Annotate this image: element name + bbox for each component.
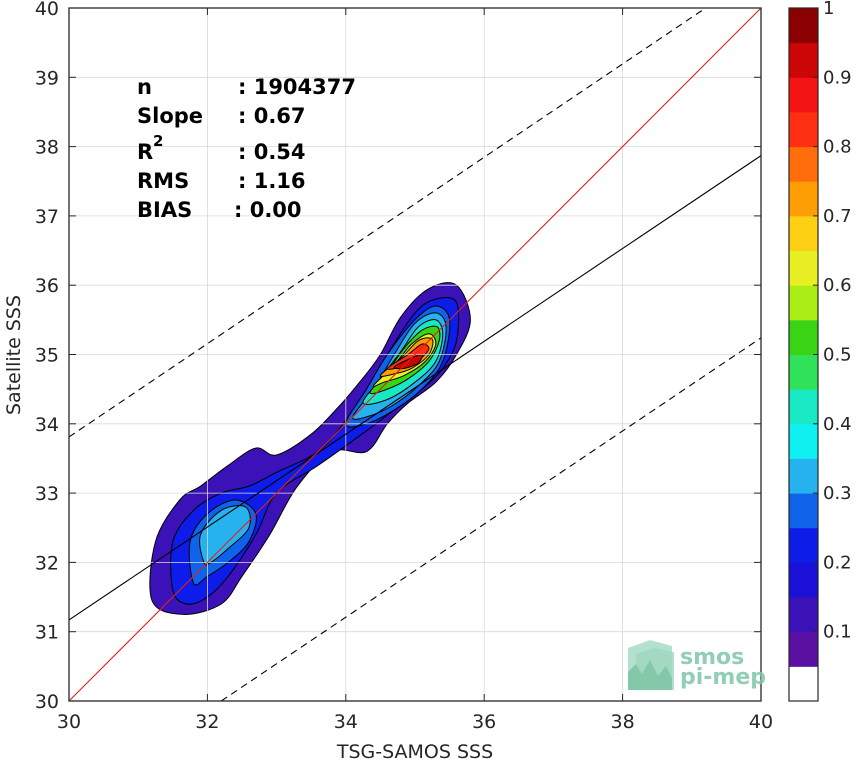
x-axis-label: TSG-SAMOS SSS: [336, 741, 493, 763]
lower-bound-dashed-line: [220, 337, 762, 702]
smos-pi-mep-logo-icon: [628, 640, 674, 690]
x-tick-label-1: 32: [195, 711, 219, 733]
colorbar-segment-0: [789, 666, 818, 702]
y-tick-label-6: 36: [35, 275, 59, 297]
y-tick-label-7: 37: [35, 206, 59, 228]
colorbar-segment-13: [789, 215, 818, 252]
axis-ticks: 30 32 34 36 38 40 30 31 32 33 34 35 36 37 38 39 40: [35, 0, 773, 733]
x-tick-label-0: 30: [57, 711, 81, 733]
stat-n-value: : 1904377: [238, 75, 356, 99]
colorbar-segment-15: [789, 146, 818, 182]
y-axis-label: Satellite SSS: [3, 295, 25, 415]
stat-rms-label: RMS: [137, 169, 189, 193]
colorbar-ticks: 0.1 0.2 0.3 0.4 0.5 0.6 0.7 0.8 0.9 1: [813, 0, 852, 643]
colorbar-segment-4: [789, 527, 818, 563]
stat-r2-label: R: [137, 140, 153, 164]
smos-pi-mep-watermark: smos pi-mep: [628, 640, 766, 690]
colorbar-segment-3: [789, 562, 818, 598]
fit-line: [68, 155, 762, 621]
colorbar-segment-17: [789, 77, 818, 113]
x-tick-label-3: 36: [472, 711, 496, 733]
y-tick-label-1: 31: [35, 622, 59, 644]
y-tick-label-2: 32: [35, 552, 59, 574]
statistics-block: n : 1904377 Slope : 0.67 R 2 : 0.54 RMS …: [137, 75, 356, 222]
stat-slope-value: : 0.67: [238, 104, 306, 128]
colorbar-segment-10: [789, 319, 818, 355]
colorbar-tick-label-3: 0.4: [823, 414, 852, 435]
y-tick-label-3: 33: [35, 483, 59, 505]
colorbar: [789, 8, 818, 702]
colorbar-segment-1: [789, 631, 818, 667]
colorbar-segment-8: [789, 389, 818, 425]
colorbar-segment-14: [789, 181, 818, 217]
colorbar-tick-label-2: 0.3: [823, 483, 852, 504]
colorbar-segment-2: [789, 597, 818, 633]
colorbar-segment-5: [789, 493, 818, 529]
x-tick-label-4: 38: [611, 711, 635, 733]
x-tick-label-5: 40: [749, 711, 773, 733]
colorbar-tick-label-7: 0.8: [823, 137, 852, 158]
colorbar-tick-label-6: 0.7: [823, 206, 852, 227]
stat-r2-value: : 0.54: [238, 140, 306, 164]
colorbar-segment-6: [789, 458, 818, 494]
watermark-line1: smos: [680, 645, 744, 670]
upper-bound-dashed-line: [68, 7, 706, 438]
y-tick-label-10: 40: [35, 0, 59, 20]
identity-line: [68, 7, 762, 702]
colorbar-tick-label-9: 1: [823, 0, 834, 19]
colorbar-segment-11: [789, 285, 818, 321]
y-tick-label-9: 39: [35, 67, 59, 89]
colorbar-segment-12: [789, 250, 818, 286]
colorbar-tick-label-8: 0.9: [823, 67, 852, 88]
y-tick-label-4: 34: [35, 414, 59, 436]
colorbar-segment-18: [789, 42, 818, 78]
stat-rms-value: : 1.16: [238, 169, 306, 193]
x-tick-label-2: 34: [334, 711, 358, 733]
stat-bias-value: : 0.00: [234, 198, 302, 222]
colorbar-tick-label-4: 0.5: [823, 345, 852, 366]
colorbar-segment-16: [789, 111, 818, 148]
stat-n-label: n: [137, 75, 152, 99]
stat-r2-sup: 2: [153, 132, 163, 150]
colorbar-segment-7: [789, 423, 818, 459]
colorbar-segment-19: [789, 8, 818, 44]
stat-bias-label: BIAS: [137, 198, 192, 222]
stat-slope-label: Slope: [137, 104, 203, 128]
colorbar-tick-label-0: 0.1: [823, 622, 852, 643]
density-contour-3-0: [199, 505, 251, 566]
y-tick-label-8: 38: [35, 137, 59, 159]
y-tick-label-5: 35: [35, 345, 59, 367]
reference-lines: [68, 7, 762, 702]
colorbar-segment-9: [789, 354, 818, 390]
colorbar-tick-label-5: 0.6: [823, 275, 852, 296]
y-tick-label-0: 30: [35, 691, 59, 713]
watermark-line2: pi-mep: [680, 665, 766, 690]
colorbar-tick-label-1: 0.2: [823, 552, 852, 573]
